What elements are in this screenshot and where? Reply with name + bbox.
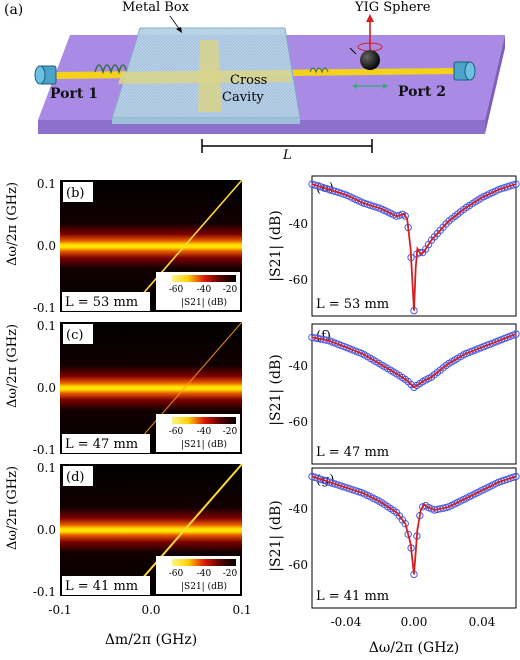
line-g-data-point: [512, 472, 520, 481]
cross-cavity-horizontal: [118, 70, 292, 84]
heatmap-c-ytick-mid: 0.0: [37, 381, 56, 395]
heatmap-xlabel: Δm/2π (GHz): [105, 632, 197, 648]
line-xtick-left: -0.04: [331, 615, 362, 629]
colorbar-b-label: |S21| (dB): [181, 297, 227, 308]
heatmap-c-label: (c): [66, 328, 83, 343]
line-xtick-right: 0.04: [469, 615, 496, 629]
wire-mid: [309, 67, 329, 74]
line-g-length: L = 41 mm: [316, 589, 389, 604]
heatmap-b-label-box: [63, 182, 93, 202]
line-ylabel-e: |S21| (dB): [268, 210, 284, 281]
colorbar-c-tick-1: -40: [197, 427, 212, 437]
heatmap-xtick-left: -0.1: [48, 603, 71, 617]
heatmap-b-length-box: [62, 292, 150, 311]
heatmap-ylabel-d: Δω/2π (GHz): [5, 466, 20, 550]
heatmap-b-ytick-bot: -0.1: [33, 301, 56, 315]
heatmap-c-length: L = 47 mm: [65, 437, 138, 452]
heatmap-d-label-box: [63, 466, 93, 486]
length-label: L: [283, 148, 292, 163]
port2-connector: [453, 61, 476, 81]
colorbar-c: [172, 417, 236, 424]
line-ylabel-f: |S21| (dB): [268, 354, 284, 425]
line-panel-g: (g) L = 41 mm -40 -60: [289, 467, 520, 609]
yig-sphere-label: YIG Sphere: [355, 0, 431, 15]
heatmap-column: Δω/2π (GHz) Δω/2π (GHz) Δω/2π (GHz) 0.1 …: [5, 177, 252, 648]
heatmap-b-length: L = 53 mm: [65, 295, 138, 310]
heatmap-xtick-right: 0.1: [232, 603, 251, 617]
cavity-label-line1: Cross: [230, 73, 268, 88]
heatmap-b-ytick-top: 0.1: [37, 177, 56, 191]
colorbar-c-tick-0: -60: [169, 427, 184, 437]
heatmap-c-length-box: [62, 434, 150, 453]
colorbar-c-tick-2: -20: [223, 427, 238, 437]
panel-label-a: (a): [4, 2, 24, 18]
line-panel-e: (e) L = 53 mm -40 -60: [289, 175, 520, 317]
colorbar-d-tick-1: -40: [197, 569, 212, 579]
line-f-data-point: [512, 330, 520, 338]
heatmap-c-ytick-bot: -0.1: [33, 443, 56, 457]
line-xlabel: Δω/2π (GHz): [369, 640, 460, 656]
colorbar-d-tick-2: -20: [223, 569, 238, 579]
colorbar-b: [172, 275, 236, 282]
port2-label: Port 2: [398, 84, 446, 100]
line-g-fit-curve: [311, 475, 517, 575]
line-e-ytick-0: -40: [289, 217, 308, 231]
metal-box-pointer: [169, 15, 181, 31]
heatmap-panel-d: 0.1 0.0 -0.1 (d) L = 41 mm -60 -40 -20 |…: [33, 461, 243, 599]
heatmap-b-label: (b): [66, 186, 84, 201]
heatmap-d-ytick-bot: -0.1: [33, 585, 56, 599]
heatmap-xtick-mid: 0.0: [141, 603, 160, 617]
heatmap-panel-c: 0.1 0.0 -0.1 (c) L = 47 mm -60 -40 -20 |…: [33, 319, 243, 457]
line-f-ytick-1: -60: [289, 415, 308, 429]
colorbar-b-tick-1: -40: [197, 285, 212, 295]
line-e-ytick-1: -60: [289, 273, 308, 287]
line-f-fit-curve: [311, 333, 517, 389]
colorbar-d-label: |S21| (dB): [181, 581, 227, 592]
heatmap-d-length: L = 41 mm: [65, 579, 138, 594]
metal-box-label: Metal Box: [122, 0, 189, 15]
line-g-ytick-0: -40: [289, 502, 308, 516]
line-e-data-point: [401, 212, 409, 220]
colorbar-b-tick-2: -20: [223, 285, 238, 295]
heatmap-b-ytick-mid: 0.0: [37, 239, 56, 253]
heatmap-d-length-box: [62, 576, 150, 595]
line-g-data-point: [401, 519, 409, 528]
port1-connector: [34, 65, 57, 85]
line-ylabel-g: |S21| (dB): [268, 500, 284, 571]
heatmap-d-ytick-mid: 0.0: [37, 523, 56, 537]
line-e-length: L = 53 mm: [316, 297, 389, 312]
heatmap-b-diagonal: [132, 179, 243, 306]
wire-left: [94, 64, 128, 75]
line-xtick-mid: 0.00: [401, 615, 428, 629]
heatmap-d-diagonal: [132, 463, 243, 591]
port1-label: Port 1: [50, 86, 98, 102]
line-e-fit-curve: [311, 183, 517, 311]
line-chart-column: |S21| (dB) |S21| (dB) |S21| (dB) (e) L =…: [268, 175, 520, 656]
line-e-data-point: [512, 180, 520, 188]
line-panel-f: (f) L = 47 mm -40 -60: [289, 323, 520, 465]
colorbar-d-tick-0: -60: [169, 569, 184, 579]
heatmap-d-ytick-top: 0.1: [37, 461, 56, 475]
line-g-ytick-1: -60: [289, 558, 308, 572]
line-f-length: L = 47 mm: [316, 445, 389, 460]
heatmap-panel-b: 0.1 0.0 -0.1 (b) L = 53 mm -60 -40 -20 |…: [33, 177, 243, 315]
cavity-label-line2: Cavity: [222, 90, 264, 105]
yig-sphere: [349, 14, 388, 89]
colorbar-b-tick-0: -60: [169, 285, 184, 295]
colorbar-c-label: |S21| (dB): [181, 439, 227, 450]
length-dimension: [201, 139, 373, 153]
device-schematic: [34, 14, 505, 153]
heatmap-c-ytick-top: 0.1: [37, 319, 56, 333]
heatmap-c-diagonal: [132, 321, 243, 448]
line-f-ytick-0: -40: [289, 359, 308, 373]
colorbar-d: [172, 559, 236, 566]
heatmap-c-label-box: [63, 324, 93, 344]
line-f-frame: [311, 323, 517, 465]
heatmap-ylabel-c: Δω/2π (GHz): [5, 324, 20, 408]
heatmap-ylabel-b: Δω/2π (GHz): [5, 182, 20, 266]
heatmap-d-label: (d): [66, 470, 84, 485]
